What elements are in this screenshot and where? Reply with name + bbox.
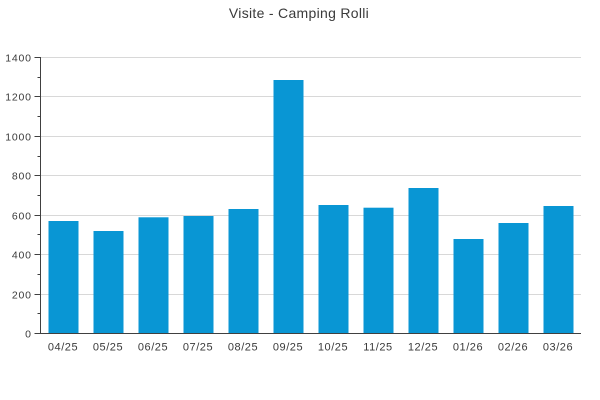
svg-text:800: 800 — [12, 171, 32, 183]
svg-text:1000: 1000 — [5, 132, 32, 144]
svg-text:01/26: 01/26 — [453, 342, 483, 354]
svg-text:600: 600 — [12, 211, 32, 223]
svg-text:03/26: 03/26 — [543, 342, 573, 354]
svg-text:07/25: 07/25 — [183, 342, 213, 354]
svg-text:05/25: 05/25 — [93, 342, 123, 354]
svg-text:1200: 1200 — [5, 92, 32, 104]
svg-text:12/25: 12/25 — [408, 342, 438, 354]
svg-text:10/25: 10/25 — [318, 342, 348, 354]
svg-text:400: 400 — [12, 250, 32, 262]
svg-text:06/25: 06/25 — [138, 342, 168, 354]
svg-text:04/25: 04/25 — [48, 342, 78, 354]
svg-text:08/25: 08/25 — [228, 342, 258, 354]
svg-text:09/25: 09/25 — [273, 342, 303, 354]
svg-text:11/25: 11/25 — [363, 342, 392, 354]
svg-text:1400: 1400 — [5, 53, 32, 65]
svg-text:Visite - Camping Rolli: Visite - Camping Rolli — [229, 5, 369, 21]
svg-text:02/26: 02/26 — [498, 342, 528, 354]
svg-text:0: 0 — [25, 329, 32, 341]
svg-text:200: 200 — [12, 290, 32, 302]
